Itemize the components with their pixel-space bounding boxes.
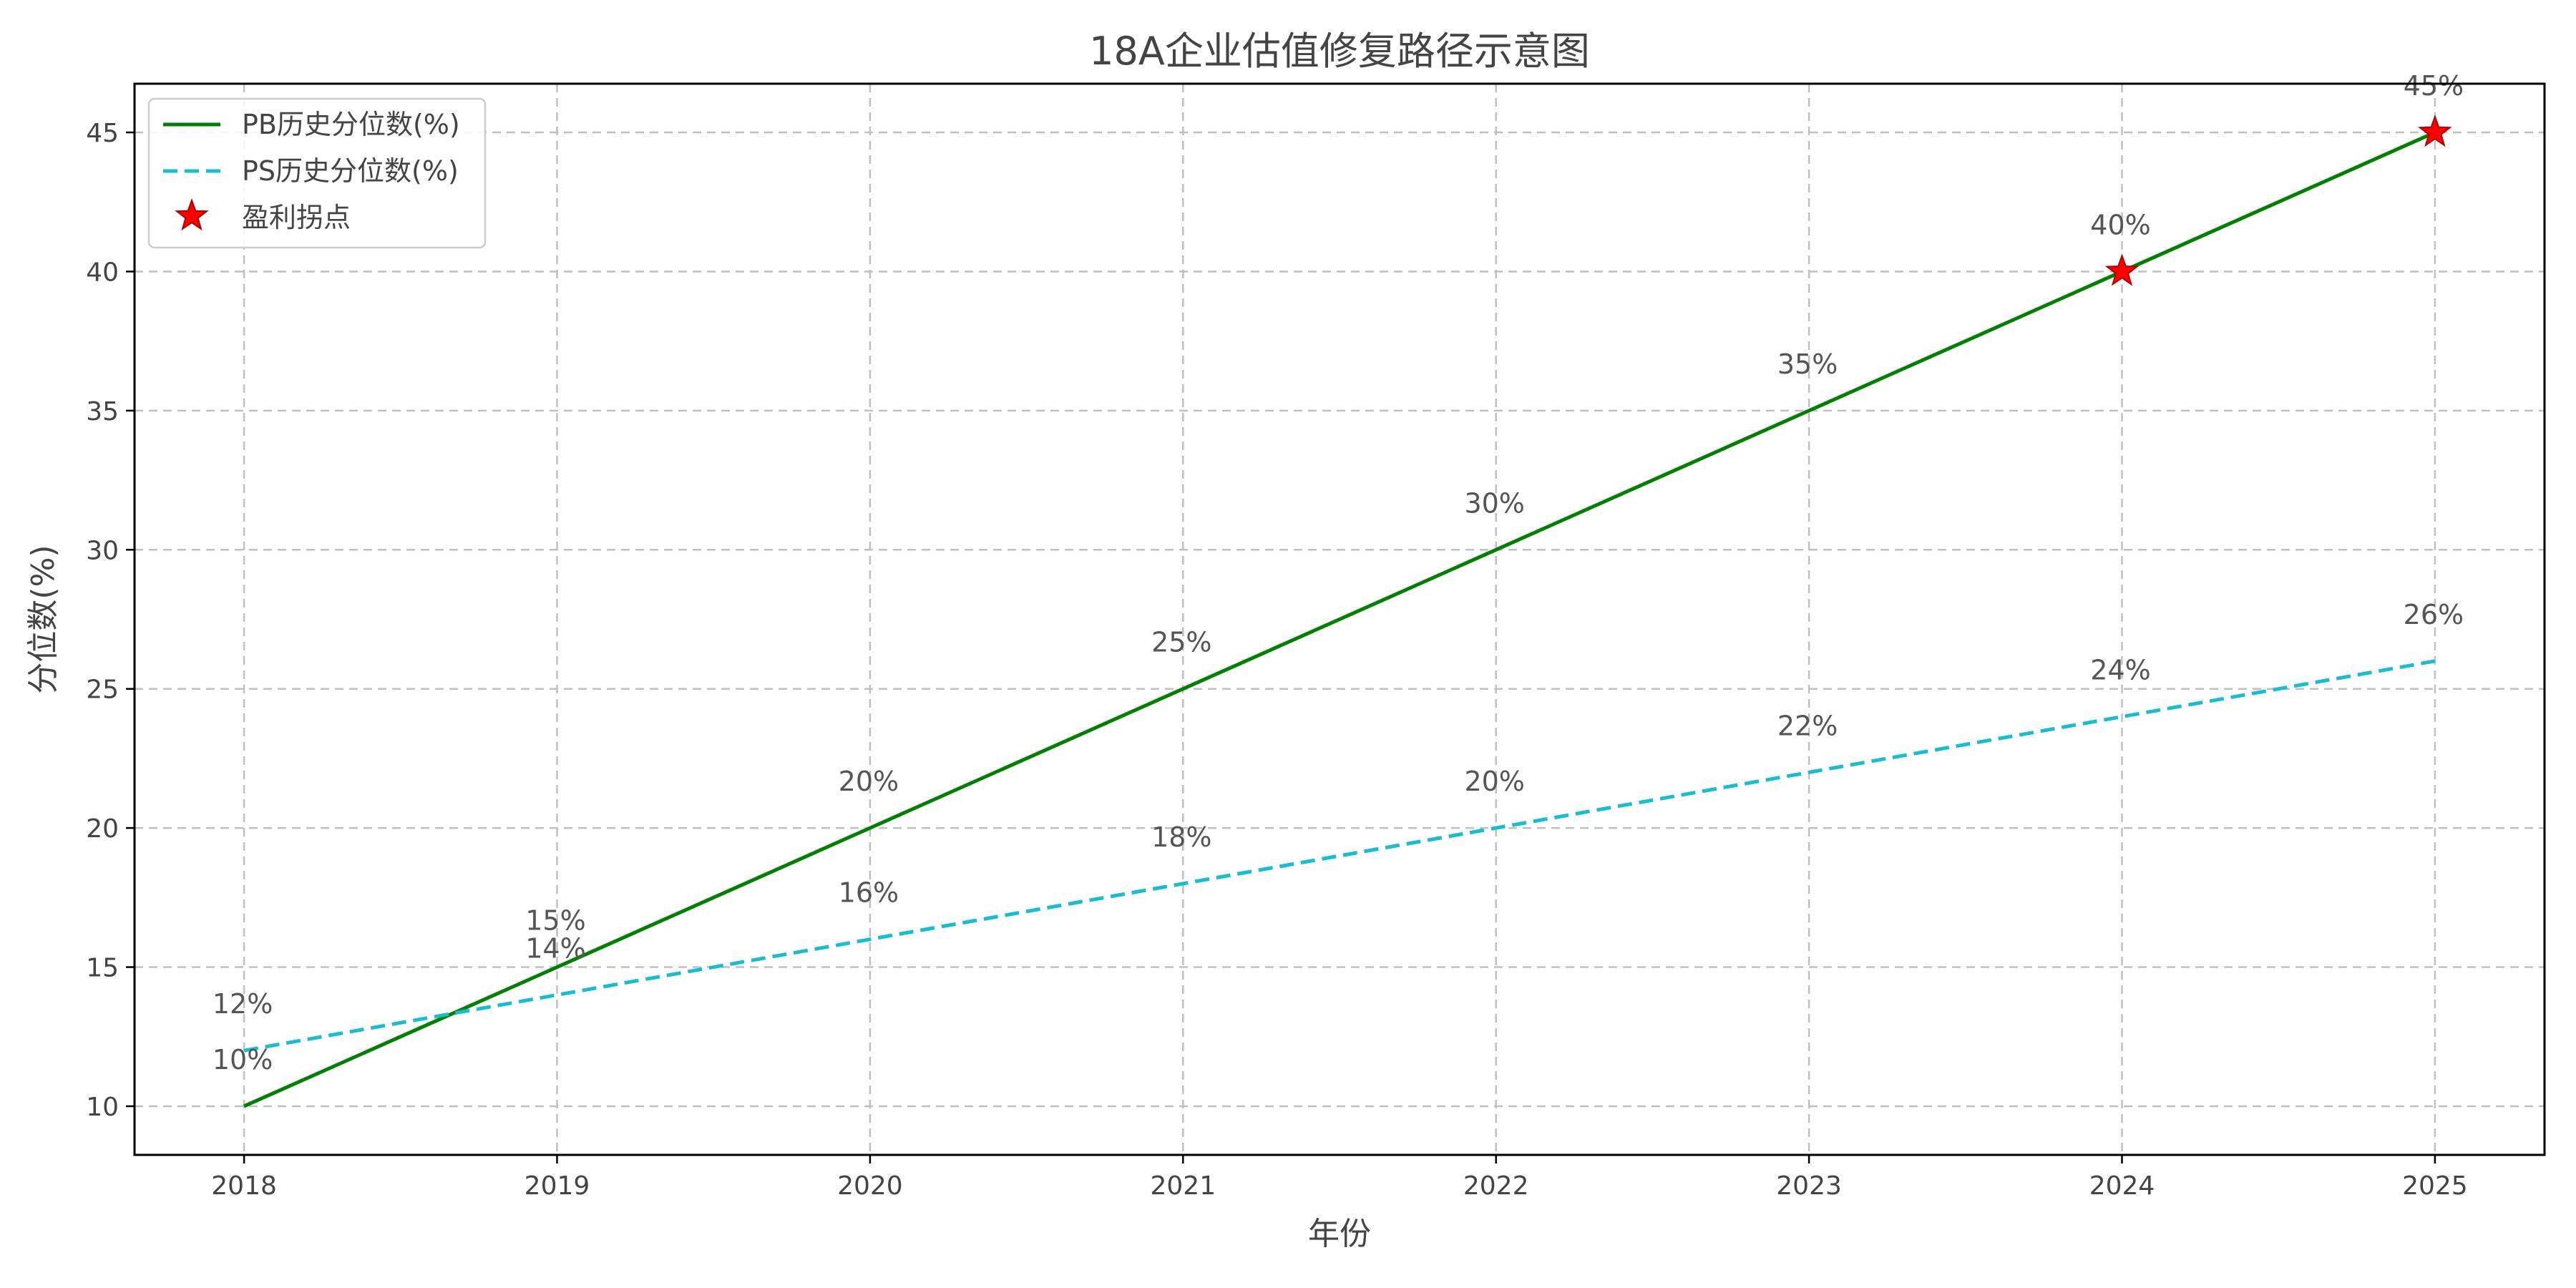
y-axis-title: 分位数(%) [25,545,62,693]
data-label-ps: 22% [1777,710,1838,741]
y-tick-label: 35 [86,397,119,426]
y-tick-label: 25 [86,675,119,705]
data-label-pb: 10% [213,1044,273,1075]
x-tick-label: 2025 [2402,1171,2468,1201]
grid-layer [135,84,2545,1155]
legend-label-pb: PB历史分位数(%) [242,109,460,140]
y-tick-label: 30 [86,536,119,565]
x-tick-label: 2022 [1463,1171,1529,1201]
axes-frame [133,82,2546,1156]
y-tick-label: 40 [86,258,119,287]
series-layer [243,130,2436,1108]
data-label-ps: 12% [213,988,273,1020]
y-tick-label: 20 [86,814,119,844]
legend: PB历史分位数(%) PS历史分位数(%) 盈利拐点 [147,97,487,249]
x-tick-label: 2021 [1150,1171,1216,1201]
data-label-pb: 30% [1464,487,1524,519]
data-label-ps: 24% [2090,655,2150,686]
legend-label-ps: PS历史分位数(%) [242,155,459,187]
data-label-pb: 35% [1777,348,1838,380]
tick-layer: 2018 2019 2020 2021 2022 2023 2024 202510152025… [86,119,2468,1201]
profit-turning-point-marker [2104,253,2140,286]
x-tick-label: 2019 [525,1171,590,1201]
data-label-pb: 45% [2404,70,2464,102]
data-label-layer: 10% 15% 20% 25% 30% 35% 40% 45% 12% 14% 16% 18% 20% 2… [213,70,2464,1075]
x-tick-label: 2023 [1776,1171,1842,1201]
series-line-pb [243,130,2436,1108]
profit-turning-point-marker [2418,114,2452,147]
data-label-ps: 20% [1464,766,1524,797]
y-tick-label: 10 [86,1093,119,1122]
x-tick-label: 2020 [837,1171,903,1201]
data-label-ps: 14% [525,932,585,964]
legend-box [147,97,487,249]
y-tick-label: 15 [86,954,119,983]
data-label-pb: 20% [839,766,899,797]
x-axis-title: 年份 [1308,1216,1371,1252]
data-label-pb: 25% [1151,627,1211,658]
x-tick-label: 2018 [211,1171,277,1201]
marker-layer [2104,114,2452,286]
data-label-pb: 15% [525,905,585,937]
chart-title: 18A企业估值修复路径示意图 [1089,29,1590,74]
legend-star-icon [175,198,209,231]
legend-label-turning-point: 盈利拐点 [242,202,351,233]
y-tick-label: 45 [86,119,119,148]
series-line-ps [243,659,2436,1053]
x-tick-label: 2024 [2089,1171,2155,1201]
data-label-ps: 18% [1151,821,1211,853]
data-label-ps: 26% [2404,599,2464,630]
data-label-pb: 40% [2090,209,2150,240]
data-label-ps: 16% [839,877,899,909]
